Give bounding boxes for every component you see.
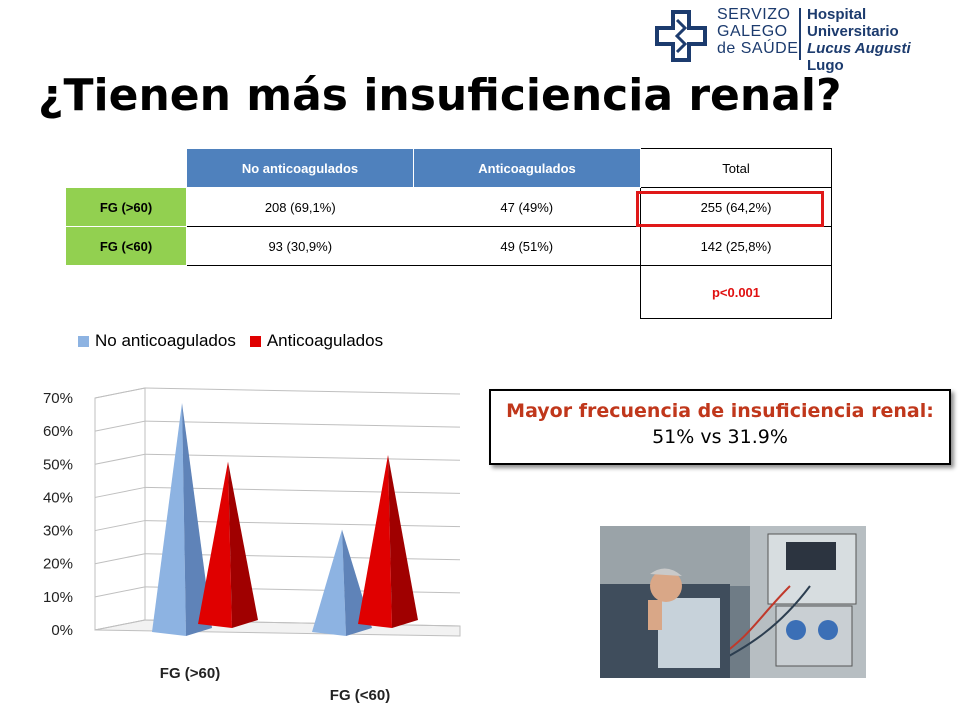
gridline bbox=[144, 387, 461, 395]
pyramid-bar-chart: 0% 10% 20% 30% 40% 50% 60% 70% FG (>60) FG (<60) bbox=[43, 387, 461, 704]
sergas-cross-icon bbox=[655, 10, 707, 62]
pyramid-bar bbox=[152, 402, 186, 636]
table-row: FG (>60) 208 (69,1%) 47 (49%) 255 (64,2%… bbox=[65, 187, 832, 227]
legend-item: No anticoagulados bbox=[78, 331, 236, 351]
pyramid-bar bbox=[198, 461, 232, 628]
header-no-anticoagulados: No anticoagulados bbox=[186, 148, 414, 188]
p-value: p<0.001 bbox=[640, 265, 832, 319]
pyramid-bar-side bbox=[182, 402, 212, 636]
conclusion-callout: Mayor frecuencia de insuficiencia renal:… bbox=[489, 389, 951, 465]
table-cell: 142 (25,8%) bbox=[640, 226, 832, 266]
y-tick-label: 40% bbox=[43, 489, 73, 506]
org-name: SERVIZO GALEGO de SAÚDE bbox=[717, 6, 799, 57]
table-cell: 47 (49%) bbox=[413, 187, 641, 227]
chart-side-wall bbox=[94, 387, 146, 631]
legend-swatch bbox=[249, 335, 261, 347]
table-corner bbox=[66, 149, 187, 188]
gridline bbox=[94, 520, 146, 532]
pyramid-bar bbox=[312, 529, 346, 636]
gridline bbox=[94, 553, 146, 565]
header-total: Total bbox=[640, 148, 832, 188]
row-label: FG (<60) bbox=[65, 226, 187, 266]
callout-value: 51% vs 31.9% bbox=[652, 426, 788, 448]
p-value-row: p<0.001 bbox=[66, 265, 832, 319]
dialysis-patient-photo bbox=[600, 526, 866, 678]
photo-illustration bbox=[600, 526, 866, 678]
table-header-row: No anticoagulados Anticoagulados Total bbox=[66, 148, 832, 188]
gridline bbox=[144, 486, 461, 494]
total-highlight-box bbox=[636, 191, 824, 227]
gridline bbox=[94, 387, 146, 399]
gridline bbox=[94, 420, 146, 432]
gridline bbox=[94, 453, 146, 465]
table-cell: 93 (30,9%) bbox=[186, 226, 414, 266]
chart-legend: No anticoagulados Anticoagulados bbox=[78, 331, 397, 351]
y-tick-label: 70% bbox=[43, 390, 73, 407]
logo-separator bbox=[799, 8, 801, 60]
row-label: FG (>60) bbox=[65, 187, 187, 227]
x-category-label: FG (<60) bbox=[330, 687, 390, 704]
slide-title: ¿Tienen más insuficiencia renal? bbox=[38, 70, 842, 121]
table-row: FG (<60) 93 (30,9%) 49 (51%) 142 (25,8%) bbox=[65, 226, 832, 266]
x-category-label: FG (>60) bbox=[160, 665, 220, 682]
hospital-name: Hospital Universitario Lucus Augusti Lug… bbox=[807, 6, 911, 74]
data-table: No anticoagulados Anticoagulados Total F… bbox=[65, 148, 832, 319]
y-tick-label: 60% bbox=[43, 423, 73, 440]
gridline bbox=[94, 586, 146, 598]
gridline bbox=[144, 453, 461, 461]
legend-label: No anticoagulados bbox=[95, 331, 236, 350]
y-tick-label: 20% bbox=[43, 556, 73, 573]
gridline bbox=[94, 619, 146, 631]
y-tick-label: 50% bbox=[43, 456, 73, 473]
callout-heading: Mayor frecuencia de insuficiencia renal: bbox=[506, 400, 934, 422]
y-tick-label: 30% bbox=[43, 523, 73, 540]
y-tick-label: 10% bbox=[43, 589, 73, 606]
gridline bbox=[94, 486, 146, 498]
pyramid-bar-side bbox=[388, 454, 418, 628]
table-cell: 49 (51%) bbox=[413, 226, 641, 266]
hospital-logo: SERVIZO GALEGO de SAÚDE Hospital Univers… bbox=[655, 4, 955, 74]
table-cell: 208 (69,1%) bbox=[186, 187, 414, 227]
pyramid-bar bbox=[358, 454, 392, 628]
y-tick-label: 0% bbox=[51, 622, 73, 639]
legend-swatch bbox=[78, 335, 89, 347]
pyramid-bar-side bbox=[228, 461, 258, 628]
legend-label: Anticoagulados bbox=[266, 331, 384, 350]
header-anticoagulados: Anticoagulados bbox=[413, 148, 641, 188]
legend-item: Anticoagulados bbox=[249, 331, 384, 351]
gridline bbox=[144, 420, 461, 428]
